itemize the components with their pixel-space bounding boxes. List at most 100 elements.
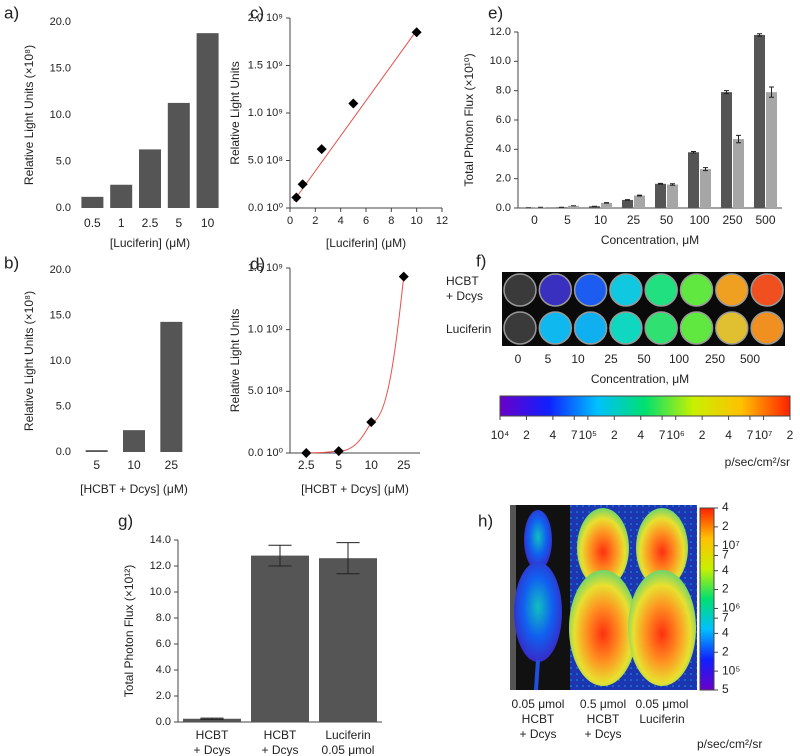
point bbox=[333, 446, 344, 457]
colorbar-tick-label: 2 bbox=[722, 519, 729, 533]
y-tick-label: 14.0 bbox=[150, 534, 171, 546]
colorbar-tick-label: 5 bbox=[722, 682, 729, 696]
x-tick-label: 10 bbox=[365, 458, 379, 472]
x-tick-label: 2.5 bbox=[142, 216, 159, 230]
panel-label: c) bbox=[250, 3, 264, 22]
panel-label: f) bbox=[476, 251, 486, 270]
point bbox=[301, 448, 312, 458]
y-tick-label: 8.0 bbox=[496, 85, 511, 97]
colorbar-tick-label: 4 bbox=[722, 563, 729, 577]
error-bar bbox=[604, 202, 609, 204]
x-tick-label: 5 bbox=[175, 216, 182, 230]
bar bbox=[568, 205, 579, 208]
y-axis-label: Total Photon Flux (×10¹²) bbox=[122, 565, 136, 697]
y-tick-label: 6.0 bbox=[156, 638, 171, 650]
image-x-label: Concentration, μM bbox=[591, 372, 689, 386]
colorbar-tick-label: 10⁴ bbox=[491, 428, 510, 442]
y-tick-label: 10.0 bbox=[490, 55, 511, 67]
x-tick-label: 500 bbox=[755, 213, 775, 227]
bar bbox=[139, 149, 161, 208]
error-bar bbox=[724, 90, 729, 95]
row-label: Luciferin bbox=[446, 322, 492, 336]
y-tick-label: 10.0 bbox=[150, 586, 171, 598]
colorbar-tick-label: 10⁵ bbox=[579, 428, 597, 442]
colorbar-tick-label: 10⁷ bbox=[722, 538, 740, 552]
point bbox=[398, 271, 409, 282]
bar bbox=[766, 92, 777, 208]
colorbar-tick-label: 2 bbox=[699, 428, 706, 442]
y-axis-label: Total Photon Flux (×10¹⁰) bbox=[462, 53, 476, 186]
colorbar bbox=[699, 507, 715, 691]
well bbox=[609, 273, 643, 307]
bar bbox=[601, 202, 612, 208]
bar bbox=[700, 169, 711, 208]
well bbox=[644, 273, 678, 307]
y-tick-label: 12.0 bbox=[490, 26, 511, 38]
well bbox=[750, 273, 784, 307]
x-tick-label: 25 bbox=[627, 213, 641, 227]
y-tick-label: 5.0 bbox=[56, 155, 71, 167]
x-tick-label: 12 bbox=[436, 215, 448, 227]
x-tick-label: 5 bbox=[335, 458, 342, 472]
well bbox=[503, 273, 537, 307]
bar bbox=[123, 430, 145, 452]
bar bbox=[688, 152, 699, 208]
trendline bbox=[306, 276, 405, 454]
column-label: 0 bbox=[515, 352, 522, 366]
y-tick-label: 10.0 bbox=[50, 355, 71, 367]
x-tick-label: 250 bbox=[722, 213, 742, 227]
x-tick-label: Luciferin 0.05 μmol bbox=[321, 728, 375, 756]
y-tick-label: 4.0 bbox=[496, 143, 511, 155]
x-tick-label: 100 bbox=[689, 213, 709, 227]
y-tick-label: 2.0 bbox=[496, 173, 511, 185]
colorbar-tick-label: 7 bbox=[722, 610, 729, 624]
y-tick-label: 0.0 bbox=[496, 202, 511, 214]
point bbox=[291, 192, 302, 203]
well bbox=[644, 311, 678, 345]
y-tick-label: 0.0 bbox=[56, 446, 71, 458]
x-axis-label: [Luciferin] (μM) bbox=[326, 236, 406, 250]
well bbox=[715, 273, 749, 307]
colorbar-tick-label: 7 bbox=[722, 548, 729, 562]
point bbox=[297, 179, 308, 190]
well bbox=[538, 273, 573, 307]
y-tick-label: 4.0 bbox=[156, 664, 171, 676]
colorbar-tick-label: 7 bbox=[659, 428, 666, 442]
point bbox=[366, 417, 377, 428]
y-tick-label: 1.0 10⁹ bbox=[248, 324, 283, 336]
bar bbox=[81, 196, 104, 208]
x-axis-label: [HCBT + Dcys] (μM) bbox=[301, 482, 409, 496]
y-tick-label: 6.0 bbox=[496, 114, 511, 126]
row-label: HCBT + Dcys bbox=[446, 274, 484, 303]
colorbar bbox=[499, 395, 791, 417]
y-tick-label: 0.0 10⁰ bbox=[248, 447, 284, 459]
well bbox=[715, 311, 749, 345]
colorbar-tick-label: 7 bbox=[747, 428, 754, 442]
column-label: 50 bbox=[637, 352, 651, 366]
bar bbox=[655, 183, 666, 208]
mouse-label: 0.5 μmol HCBT + Dcys bbox=[579, 697, 627, 741]
bar bbox=[319, 558, 377, 722]
well bbox=[750, 311, 784, 345]
y-tick-label: 12.0 bbox=[150, 560, 171, 572]
error-bar bbox=[736, 134, 741, 144]
x-tick-label: HCBT + Dcys 0.05 μmol bbox=[193, 728, 231, 756]
column-label: 10 bbox=[571, 352, 585, 366]
bar bbox=[754, 34, 765, 208]
panel-label: g) bbox=[118, 511, 133, 530]
error-bar bbox=[670, 183, 675, 186]
column-label: 100 bbox=[669, 352, 689, 366]
x-tick-label: 10 bbox=[201, 216, 215, 230]
x-tick-label: 10 bbox=[127, 458, 141, 472]
bar bbox=[622, 199, 633, 208]
x-axis-label: Concentration, μM bbox=[601, 233, 699, 247]
panel-label: a) bbox=[4, 3, 19, 22]
colorbar-tick-label: 2 bbox=[722, 644, 729, 658]
bar bbox=[667, 184, 678, 208]
bar bbox=[634, 195, 645, 208]
y-axis-label: Relative Light Units bbox=[228, 309, 242, 412]
y-tick-label: 10.0 bbox=[50, 109, 71, 121]
x-axis-label: [HCBT + Dcys] (μM) bbox=[80, 482, 188, 496]
colorbar-tick-label: 2 bbox=[722, 582, 729, 596]
